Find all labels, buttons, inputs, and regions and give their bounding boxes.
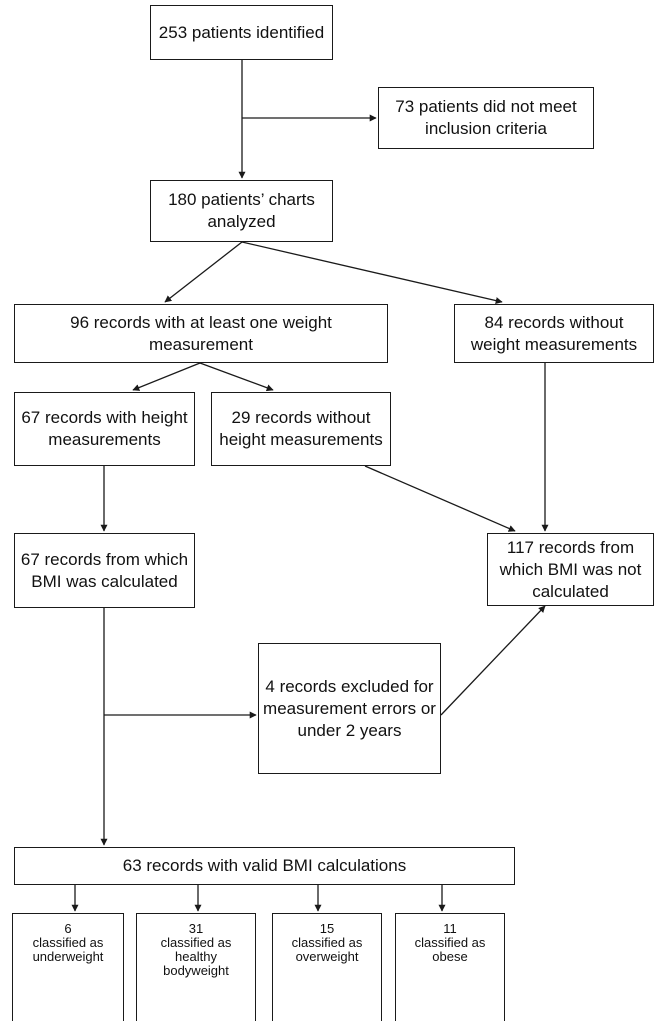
box-charts-analyzed: 180 patients’ charts analyzed xyxy=(150,180,333,242)
arrow-excluded-to-not-calculated xyxy=(440,605,546,716)
box-did-not-meet-criteria: 73 patients did not meet inclusion crite… xyxy=(378,87,594,149)
box-with-weight: 96 records with at least one weight meas… xyxy=(14,304,388,363)
box-without-height-text: 29 records without height measurements xyxy=(219,408,383,449)
arrow-without-height-to-not-calculated xyxy=(364,465,516,532)
box-bmi-calculated: 67 records from which BMI was calculated xyxy=(14,533,195,608)
box-charts-analyzed-text: 180 patients’ charts analyzed xyxy=(168,190,315,231)
box-without-weight-text: 84 records without weight measurements xyxy=(470,312,638,354)
obese-label: classified as obese xyxy=(414,935,486,964)
box-underweight: 6 classified as underweight xyxy=(12,913,124,1021)
box-bmi-not-calculated-text: 117 records from which BMI was not calcu… xyxy=(499,537,642,601)
box-patients-identified: 253 patients identified xyxy=(150,5,333,60)
arrow-weight-to-with-height xyxy=(132,362,201,391)
box-without-weight: 84 records without weight measurements xyxy=(454,304,654,363)
box-valid-bmi-text: 63 records with valid BMI calculations xyxy=(122,856,407,875)
box-bmi-not-calculated: 117 records from which BMI was not calcu… xyxy=(487,533,654,606)
healthy-label: classified as healthy bodyweight xyxy=(160,935,232,978)
box-healthy-bodyweight: 31 classified as healthy bodyweight xyxy=(136,913,256,1021)
overweight-label: classified as overweight xyxy=(291,935,363,964)
underweight-label: classified as underweight xyxy=(32,935,104,964)
box-with-weight-text: 96 records with at least one weight meas… xyxy=(70,312,332,354)
box-excluded-errors: 4 records excluded for measurement error… xyxy=(258,643,441,774)
box-excluded-errors-text: 4 records excluded for measurement error… xyxy=(263,676,436,740)
underweight-count: 6 xyxy=(64,921,72,936)
box-did-not-meet-criteria-text: 73 patients did not meet inclusion crite… xyxy=(395,97,577,138)
box-without-height: 29 records without height measurements xyxy=(211,392,391,466)
arrow-analyzed-to-without-weight xyxy=(241,241,503,304)
box-obese: 11 classified as obese xyxy=(395,913,505,1021)
box-valid-bmi: 63 records with valid BMI calculations xyxy=(14,847,515,885)
box-bmi-calculated-text: 67 records from which BMI was calculated xyxy=(20,549,189,591)
box-with-height-text: 67 records with height measurements xyxy=(21,408,188,449)
arrow-weight-to-without-height xyxy=(199,362,274,392)
box-overweight: 15 classified as overweight xyxy=(272,913,382,1021)
overweight-count: 15 xyxy=(319,921,335,936)
obese-count: 11 xyxy=(443,921,457,936)
healthy-count: 31 xyxy=(188,921,204,936)
arrow-analyzed-to-with-weight xyxy=(164,241,243,303)
box-patients-identified-text: 253 patients identified xyxy=(158,22,325,42)
box-with-height: 67 records with height measurements xyxy=(14,392,195,466)
